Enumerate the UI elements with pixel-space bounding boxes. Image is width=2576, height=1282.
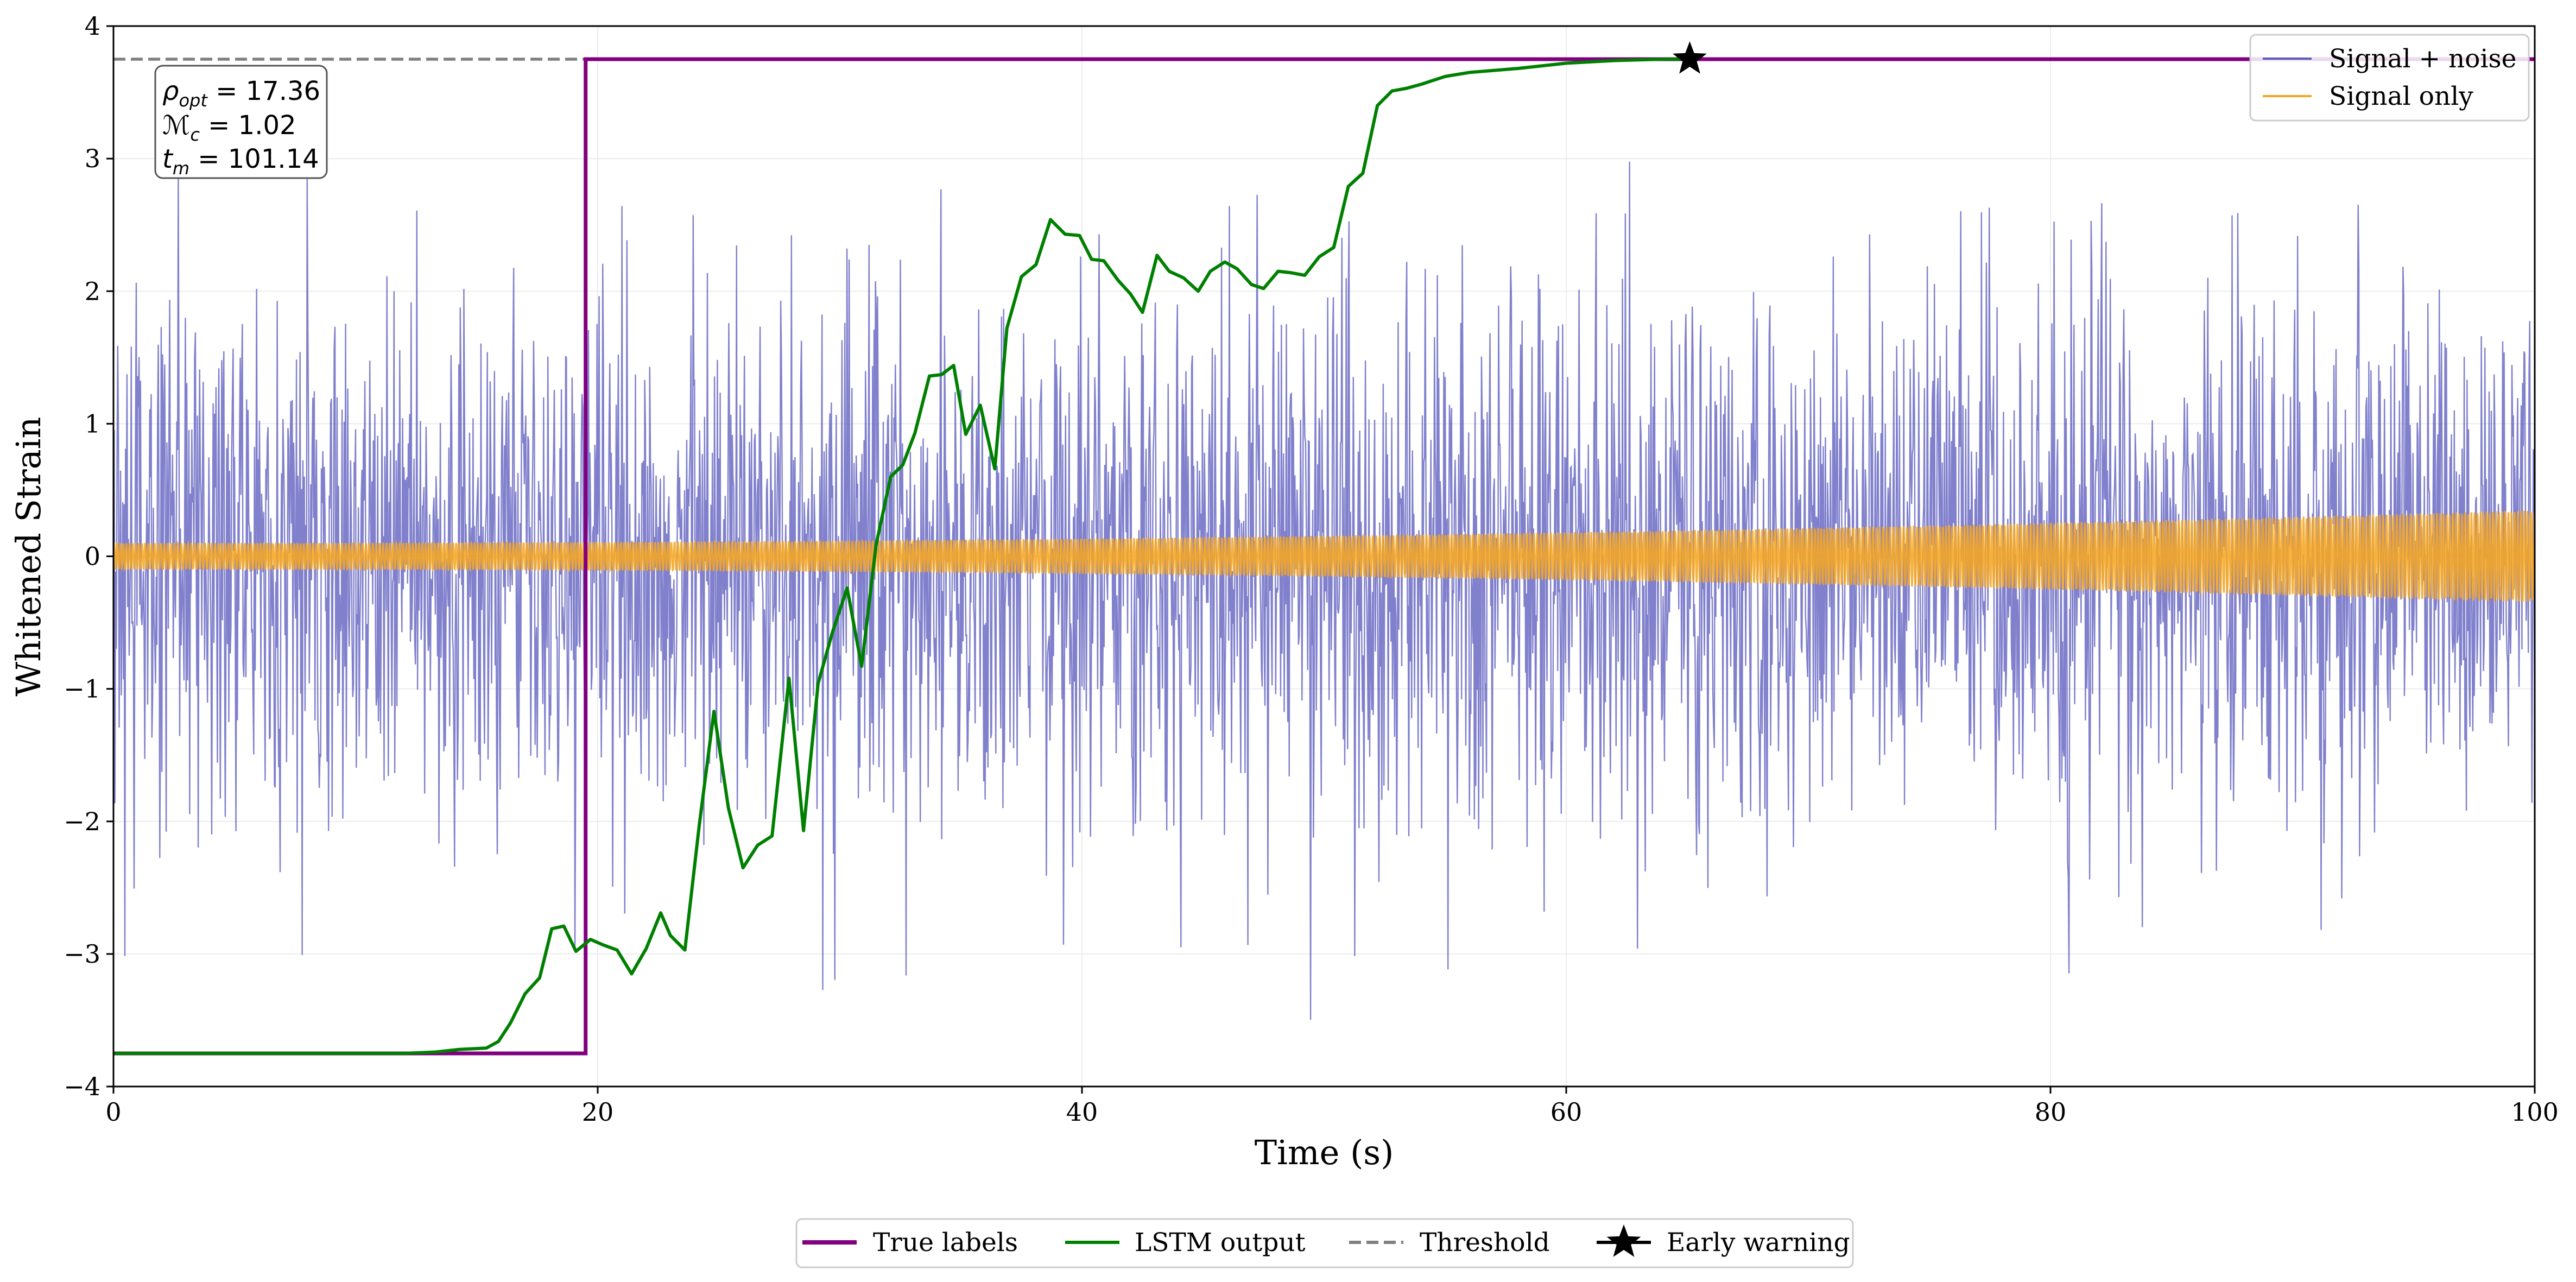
x-tick-label: 40 — [1066, 1097, 1098, 1127]
legend-signal-noise-label: Signal + noise — [2329, 44, 2516, 74]
legend-lower-frame — [795, 1218, 1854, 1268]
legend-threshold-label: Threshold — [1420, 1228, 1550, 1258]
annotation-tm-value: 101.14 — [228, 144, 319, 174]
x-tick-label: 60 — [1550, 1097, 1583, 1127]
legend-lower: True labels LSTM output Threshold Early … — [795, 1218, 1854, 1268]
legend-upper: Signal + noise Signal only — [2249, 34, 2530, 122]
x-tick-label: 0 — [105, 1097, 121, 1127]
annotation-tm: tm = 101.14 — [162, 144, 319, 179]
early-warning-marker — [1673, 41, 1707, 74]
y-tick-label: −4 — [64, 1072, 100, 1101]
legend-early-warning-star — [1606, 1224, 1641, 1257]
y-tick-label: −1 — [64, 674, 100, 704]
annotation-frame — [154, 65, 328, 179]
y-tick-label: 1 — [85, 409, 100, 438]
axes: 0 20 40 60 80 100 −4 −3 −2 −1 0 1 2 3 4 — [64, 11, 2559, 1127]
y-tick-label: 3 — [85, 144, 100, 173]
y-tick-label: −2 — [64, 807, 100, 836]
y-tick-label: 2 — [85, 276, 100, 306]
lstm-output-series — [113, 58, 1690, 1055]
signal-only-series — [113, 510, 2535, 602]
legend-signal-only-label: Signal only — [2329, 81, 2473, 111]
legend-early-warning-label: Early warning — [1667, 1228, 1850, 1258]
signal-noise-series — [113, 161, 2535, 1020]
annotation-rho-value: 17.36 — [246, 76, 320, 106]
x-tick-label: 20 — [582, 1097, 614, 1127]
x-axis-title: Time (s) — [1255, 1133, 1394, 1172]
annotation-box: ρopt = 17.36 ℳc = 1.02 tm = 101.14 — [154, 65, 328, 179]
legend-upper-frame — [2249, 34, 2530, 122]
legend-lstm-output-label: LSTM output — [1135, 1228, 1306, 1258]
y-tick-label: 4 — [85, 11, 100, 41]
x-tick-label: 80 — [2035, 1097, 2067, 1127]
y-axis-title: Whitened Strain — [9, 417, 48, 697]
legend-true-labels-label: True labels — [873, 1228, 1018, 1258]
annotation-rho: ρopt = 17.36 — [162, 76, 320, 111]
y-tick-label: −3 — [64, 939, 100, 969]
x-tick-label: 100 — [2511, 1097, 2559, 1127]
y-tick-label: 0 — [85, 542, 100, 571]
annotation-mc-value: 1.02 — [238, 110, 296, 141]
annotation-mc: ℳc = 1.02 — [162, 110, 296, 145]
